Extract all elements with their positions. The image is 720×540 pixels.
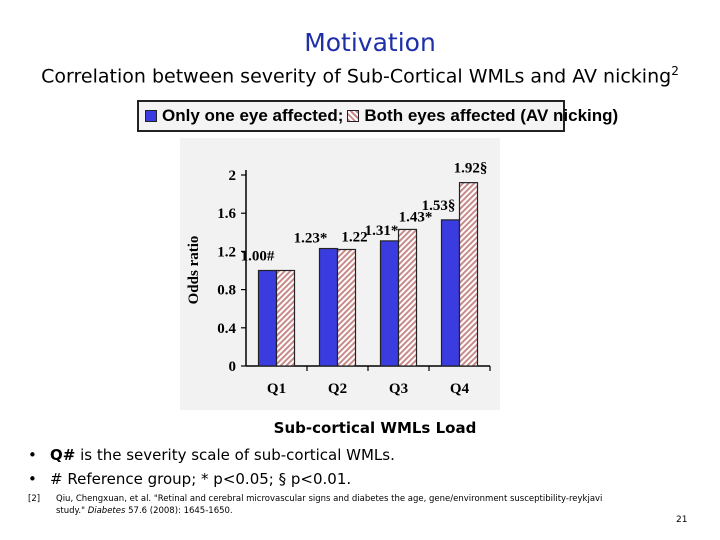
bar-one-eye [257, 269, 278, 367]
y-tick-label: 2 [229, 168, 237, 184]
reference-journal: Diabetes [87, 506, 126, 516]
bar-one-eye [440, 219, 461, 367]
y-tick-label: 0.4 [217, 321, 236, 337]
legend-entry-one-eye: Only one eye affected; [145, 106, 343, 126]
bar-one-eye [379, 240, 400, 367]
legend-label-both-eyes: Both eyes affected (AV nicking) [364, 106, 619, 125]
bullet-item: • Q# is the severity scale of sub-cortica… [28, 444, 395, 468]
reference-citation: [2] Qiu, Chengxuan, et al. "Retinal and c… [28, 493, 648, 517]
y-tick-label: 0 [229, 359, 237, 375]
bullet-text: # Reference group; * p<0.05; § p<0.01. [50, 470, 352, 488]
subtitle-superscript: 2 [671, 64, 679, 78]
data-label: 1.92§ [454, 161, 488, 177]
data-label: 1.00# [241, 249, 275, 265]
bar-both-eyes [336, 248, 357, 367]
x-tick-label: Q4 [450, 381, 470, 397]
bullet-text: is the severity scale of sub-cortical WM… [75, 446, 395, 464]
bar-one-eye [318, 247, 339, 367]
x-tick-label: Q1 [267, 381, 286, 397]
page-number: 21 [676, 515, 688, 525]
reference-number: [2] [28, 494, 41, 504]
legend-label-one-eye: Only one eye affected; [162, 106, 344, 125]
reference-line2-prefix: study." [56, 506, 88, 516]
x-tick-label: Q2 [328, 381, 347, 397]
data-label: 1.43* [399, 209, 433, 225]
legend-entry-both-eyes: Both eyes affected (AV nicking) [347, 106, 618, 126]
x-axis-title: Sub-cortical WMLs Load [273, 419, 477, 437]
data-label: 1.53§ [422, 198, 456, 214]
x-tick-label: Q3 [389, 381, 408, 397]
bullet-dot: • [28, 470, 37, 488]
reference-line2-suffix: 57.6 (2008): 1645-1650. [125, 506, 233, 516]
bullet-item: • # Reference group; * p<0.05; § p<0.01. [28, 468, 395, 492]
data-label: 1.31* [365, 223, 399, 239]
legend-swatch-one-eye [145, 110, 157, 122]
bullet-bold: Q# [50, 446, 76, 464]
plot-area: 0 0.4 0.8 1.2 1.6 2 Q1 Q2 Q3 Q4 1.00# 1.23* 1.221.31… [217, 161, 491, 397]
bullet-list: • Q# is the severity scale of sub-cortica… [28, 444, 395, 492]
subtitle-text: Correlation between severity of Sub-Cort… [41, 65, 672, 88]
reference-line1: Qiu, Chengxuan, et al. "Retinal and cere… [56, 494, 603, 504]
y-tick-label: 1.2 [217, 244, 236, 260]
slide-title: Motivation [304, 28, 436, 57]
legend-swatch-both-eyes [347, 110, 360, 122]
data-label: 1.22 [341, 229, 367, 245]
slide-subtitle: Correlation between severity of Sub-Cort… [0, 64, 720, 87]
bar-both-eyes [458, 182, 479, 367]
bar-both-eyes [275, 269, 296, 367]
bar-both-eyes [397, 228, 418, 367]
data-label: 1.23* [294, 231, 328, 247]
chart-legend: Only one eye affected; Both eyes affecte… [137, 100, 618, 132]
y-tick-label: 0.8 [217, 283, 236, 299]
y-tick-label: 1.6 [217, 206, 236, 222]
bullet-dot: • [28, 446, 37, 464]
y-axis-label: Odds ratio [186, 236, 202, 305]
